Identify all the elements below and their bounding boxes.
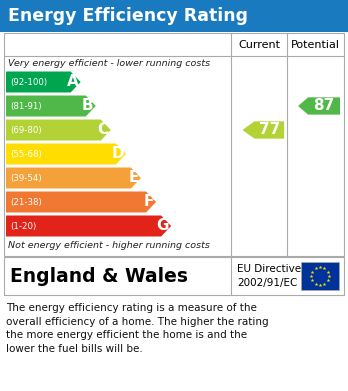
Text: B: B: [82, 99, 94, 113]
Bar: [301, 262, 339, 290]
Polygon shape: [6, 95, 96, 117]
Polygon shape: [6, 192, 156, 212]
Polygon shape: [6, 215, 171, 237]
Text: (21-38): (21-38): [10, 197, 42, 206]
Polygon shape: [6, 72, 81, 93]
Text: G: G: [157, 219, 169, 233]
Text: D: D: [111, 147, 124, 161]
Text: A: A: [67, 75, 79, 90]
Text: F: F: [144, 194, 154, 210]
Text: The energy efficiency rating is a measure of the
overall efficiency of a home. T: The energy efficiency rating is a measur…: [6, 303, 269, 354]
Text: (39-54): (39-54): [10, 174, 42, 183]
Text: C: C: [98, 122, 109, 138]
Bar: [0, 0, 348, 32]
Bar: [4, 33, 344, 256]
Text: (55-68): (55-68): [10, 149, 42, 158]
Bar: [4, 257, 344, 295]
Text: (92-100): (92-100): [10, 77, 47, 86]
Text: Energy Efficiency Rating: Energy Efficiency Rating: [8, 7, 248, 25]
Text: EU Directive
2002/91/EC: EU Directive 2002/91/EC: [237, 264, 302, 288]
Text: (1-20): (1-20): [10, 221, 36, 231]
Text: Not energy efficient - higher running costs: Not energy efficient - higher running co…: [8, 241, 210, 250]
Text: Potential: Potential: [291, 40, 340, 50]
Text: Very energy efficient - lower running costs: Very energy efficient - lower running co…: [8, 59, 210, 68]
Text: 77: 77: [259, 122, 280, 138]
Text: England & Wales: England & Wales: [10, 267, 188, 285]
Text: (69-80): (69-80): [10, 126, 42, 135]
Polygon shape: [6, 120, 111, 140]
Polygon shape: [243, 121, 284, 139]
Polygon shape: [298, 97, 340, 115]
Text: (81-91): (81-91): [10, 102, 42, 111]
Polygon shape: [6, 143, 126, 165]
Text: E: E: [128, 170, 139, 185]
Text: 87: 87: [314, 99, 335, 113]
Text: Current: Current: [238, 40, 280, 50]
Polygon shape: [6, 167, 141, 188]
